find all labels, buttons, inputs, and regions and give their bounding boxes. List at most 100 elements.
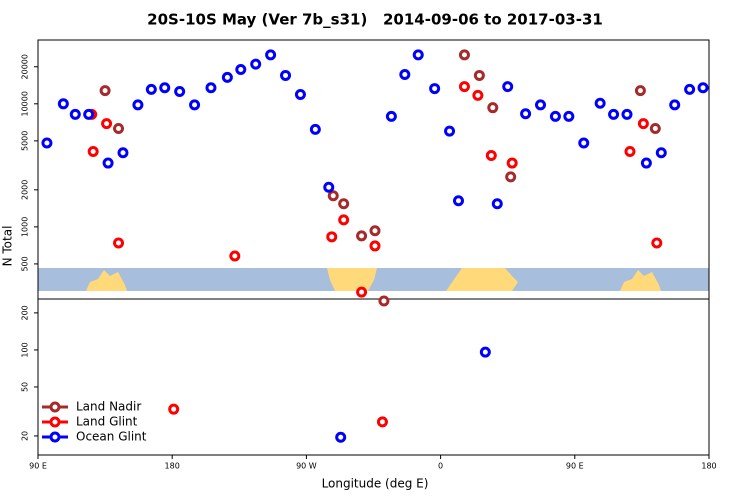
legend-swatch: [49, 401, 61, 413]
data-point: [327, 190, 339, 202]
x-tick-label: 90 W: [296, 462, 317, 471]
data-point: [323, 181, 335, 193]
data-point: [356, 286, 368, 298]
data-point: [637, 118, 649, 130]
data-point: [479, 346, 491, 358]
data-point: [399, 69, 411, 81]
data-point: [369, 240, 381, 252]
data-point: [309, 123, 321, 135]
data-point: [41, 137, 53, 149]
data-point: [634, 85, 646, 97]
data-point: [132, 99, 144, 111]
x-tick-label: 0: [438, 462, 443, 471]
data-point: [651, 237, 663, 249]
data-point: [669, 99, 681, 111]
data-point: [102, 157, 114, 169]
legend-label: Ocean Glint: [76, 430, 147, 444]
plot-frame: [37, 39, 710, 456]
data-point: [326, 231, 338, 243]
data-point: [294, 89, 306, 101]
data-point: [57, 98, 69, 110]
data-point: [145, 83, 157, 95]
data-point: [473, 69, 485, 81]
data-point: [505, 171, 517, 183]
data-point: [640, 157, 652, 169]
data-point: [684, 83, 696, 95]
data-point: [235, 64, 247, 76]
land: [446, 268, 518, 291]
data-point: [506, 157, 518, 169]
data-point: [472, 89, 484, 101]
data-point: [205, 82, 217, 94]
x-tick-label: 90 E: [566, 462, 584, 471]
data-point: [189, 99, 201, 111]
data-point: [338, 214, 350, 226]
data-point: [649, 123, 661, 135]
y-tick-label: 10000: [21, 91, 30, 116]
x-axis-label: Longitude (deg E): [322, 477, 429, 491]
data-point: [594, 97, 606, 109]
data-point: [655, 147, 667, 159]
data-point: [563, 110, 575, 122]
data-point: [458, 81, 470, 93]
map-band: [38, 268, 709, 291]
data-point: [412, 49, 424, 61]
legend-label: Land Nadir: [76, 400, 141, 414]
data-point: [356, 230, 368, 242]
legend-label: Land Glint: [76, 415, 138, 429]
data-point: [376, 416, 388, 428]
data-point: [338, 198, 350, 210]
data-point: [621, 108, 633, 120]
y-tick-label: 100: [21, 342, 30, 357]
chart-title: 20S-10S May (Ver 7b_s31) 2014-09-06 to 2…: [147, 11, 603, 29]
data-point: [452, 195, 464, 207]
data-point: [385, 110, 397, 122]
y-tick-label: 200: [21, 305, 30, 320]
data-point: [113, 123, 125, 135]
data-point: [87, 145, 99, 157]
data-point: [159, 82, 171, 94]
data-point: [250, 58, 262, 70]
data-point: [520, 108, 532, 120]
x-tick-label: 180: [165, 462, 180, 471]
legend-swatch: [49, 416, 61, 428]
x-tick-label: 90 E: [29, 462, 47, 471]
data-point: [444, 125, 456, 137]
data-point: [168, 403, 180, 415]
data-point: [485, 150, 497, 162]
y-tick-label: 5000: [21, 131, 30, 151]
data-point: [624, 145, 636, 157]
data-point: [335, 431, 347, 443]
y-axis-label: N Total: [1, 226, 15, 267]
land: [620, 270, 661, 291]
data-point: [117, 147, 129, 159]
data-point: [83, 108, 95, 120]
data-point: [491, 198, 503, 210]
data-point: [221, 71, 233, 83]
data-point: [697, 82, 709, 94]
data-point: [458, 49, 470, 61]
y-tick-label: 20000: [21, 54, 30, 79]
data-point: [265, 49, 277, 61]
data-point: [549, 110, 561, 122]
land: [86, 270, 127, 291]
land: [327, 268, 377, 291]
y-tick-label: 1000: [21, 217, 30, 237]
y-tick-label: 500: [21, 256, 30, 271]
data-point: [578, 137, 590, 149]
data-point: [502, 81, 514, 93]
data-point: [429, 83, 441, 95]
data-point: [535, 99, 547, 111]
data-point: [101, 118, 113, 130]
data-point: [369, 225, 381, 237]
data-point: [608, 108, 620, 120]
y-tick-label: 50: [21, 382, 30, 392]
y-tick-label: 20: [21, 431, 30, 441]
data-point: [69, 108, 81, 120]
data-point: [487, 102, 499, 114]
data-point: [99, 85, 111, 97]
data-point: [174, 85, 186, 97]
data-point: [378, 295, 390, 307]
y-tick-label: 2000: [21, 180, 30, 200]
